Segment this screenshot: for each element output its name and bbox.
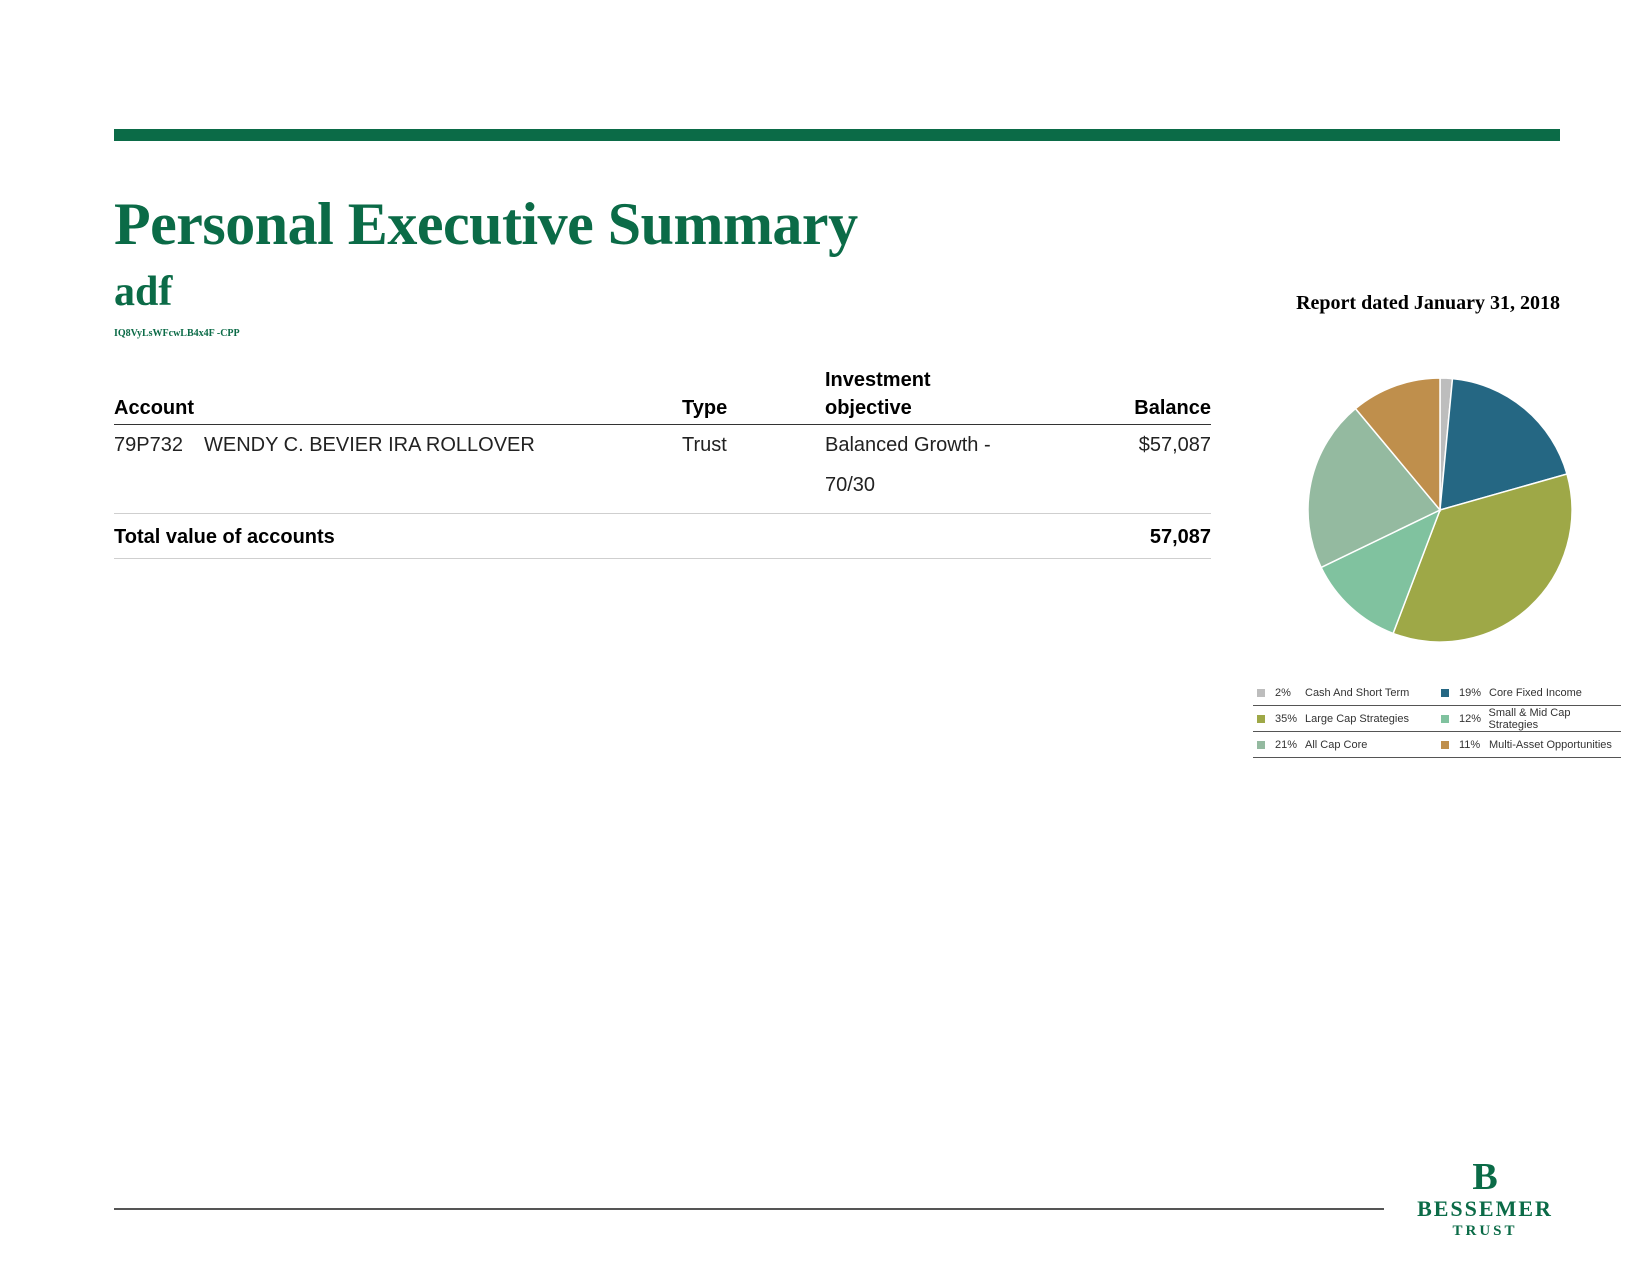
account-objective: Balanced Growth - 70/30 (825, 424, 1055, 514)
legend-percent: 11% (1459, 738, 1481, 751)
legend-percent: 12% (1459, 712, 1482, 725)
legend-item: 21% All Cap Core (1253, 739, 1437, 751)
logo-word-trust: TRUST (1452, 1223, 1518, 1239)
legend-item: 11% Multi-Asset Opportunities (1437, 739, 1621, 751)
logo-word-bessemer: BESSEMER (1417, 1196, 1553, 1221)
legend-label: Core Fixed Income (1489, 686, 1582, 699)
legend-label: Cash And Short Term (1305, 686, 1410, 699)
header-rule (114, 129, 1560, 141)
client-code: IQ8VyLsWFcwLB4x4F -CPP (114, 328, 240, 339)
legend-row: 35% Large Cap Strategies 12% Small & Mid Ca… (1253, 706, 1621, 732)
pie-slice-1 (1439, 377, 1568, 512)
legend-label: Large Cap Strategies (1305, 712, 1409, 725)
legend-row: 21% All Cap Core 11% Multi-Asset Opportunit… (1253, 732, 1621, 757)
account-cell: 79P732 WENDY C. BEVIER IRA ROLLOVER (114, 424, 682, 514)
report-date: Report dated January 31, 2018 (1296, 292, 1560, 314)
account-objective-line1: Balanced Growth - (825, 434, 991, 456)
legend-swatch (1257, 714, 1265, 723)
logo-mark-icon: B (1472, 1156, 1498, 1198)
legend-item: 35% Large Cap Strategies (1253, 713, 1437, 725)
accounts-table: Account Type Investment objective Balanc… (114, 366, 1211, 559)
legend-percent: 21% (1275, 738, 1298, 751)
pie-slice-4 (1307, 407, 1442, 569)
account-type: Trust (682, 424, 825, 514)
page-title: Personal Executive Summary (114, 191, 858, 257)
pie-slice-3 (1320, 508, 1442, 635)
column-header-objective: Investment objective (825, 366, 1055, 425)
bessemer-trust-logo: B BESSEMER TRUST (1405, 1158, 1565, 1240)
legend-swatch (1441, 740, 1449, 749)
legend-percent: 19% (1459, 686, 1482, 699)
account-balance: $57,087 (1055, 424, 1211, 514)
legend-percent: 2% (1275, 686, 1291, 699)
column-header-account: Account (114, 366, 682, 425)
legend-item: 2% Cash And Short Term (1253, 687, 1437, 699)
footer-rule (114, 1208, 1384, 1210)
total-value: 57,087 (1055, 513, 1211, 559)
column-header-objective-line1: Investment (825, 369, 931, 391)
legend-swatch (1257, 740, 1265, 749)
account-number: 79P732 (114, 434, 183, 456)
table-row: 79P732 WENDY C. BEVIER IRA ROLLOVER Trust… (114, 424, 1211, 514)
legend-item: 12% Small & Mid Cap Strategies (1437, 707, 1621, 731)
legend-label: Multi-Asset Opportunities (1489, 738, 1612, 751)
legend-swatch (1441, 714, 1449, 723)
column-header-balance: Balance (1055, 366, 1211, 425)
legend-percent: 35% (1275, 712, 1298, 725)
account-name: WENDY C. BEVIER IRA ROLLOVER (204, 434, 535, 456)
legend-label: All Cap Core (1305, 738, 1368, 751)
legend-swatch (1441, 688, 1449, 697)
pie-slice-5 (1354, 377, 1441, 513)
column-header-type: Type (682, 366, 825, 425)
total-row: Total value of accounts 57,087 (114, 513, 1211, 559)
total-label: Total value of accounts (114, 513, 1055, 559)
legend-item: 19% Core Fixed Income (1437, 687, 1621, 699)
column-header-objective-line2: objective (825, 397, 912, 419)
legend-row: 2% Cash And Short Term 19% Core Fixed Incom… (1253, 680, 1621, 706)
legend-swatch (1257, 688, 1265, 697)
account-objective-line2: 70/30 (825, 474, 876, 496)
client-name: adf (114, 269, 173, 315)
allocation-pie-chart (1307, 377, 1573, 643)
table-header-row: Account Type Investment objective Balanc… (114, 366, 1211, 425)
legend-label: Small & Mid Cap Strategies (1488, 706, 1571, 731)
chart-legend: 2% Cash And Short Term 19% Core Fixed Incom… (1253, 680, 1621, 758)
